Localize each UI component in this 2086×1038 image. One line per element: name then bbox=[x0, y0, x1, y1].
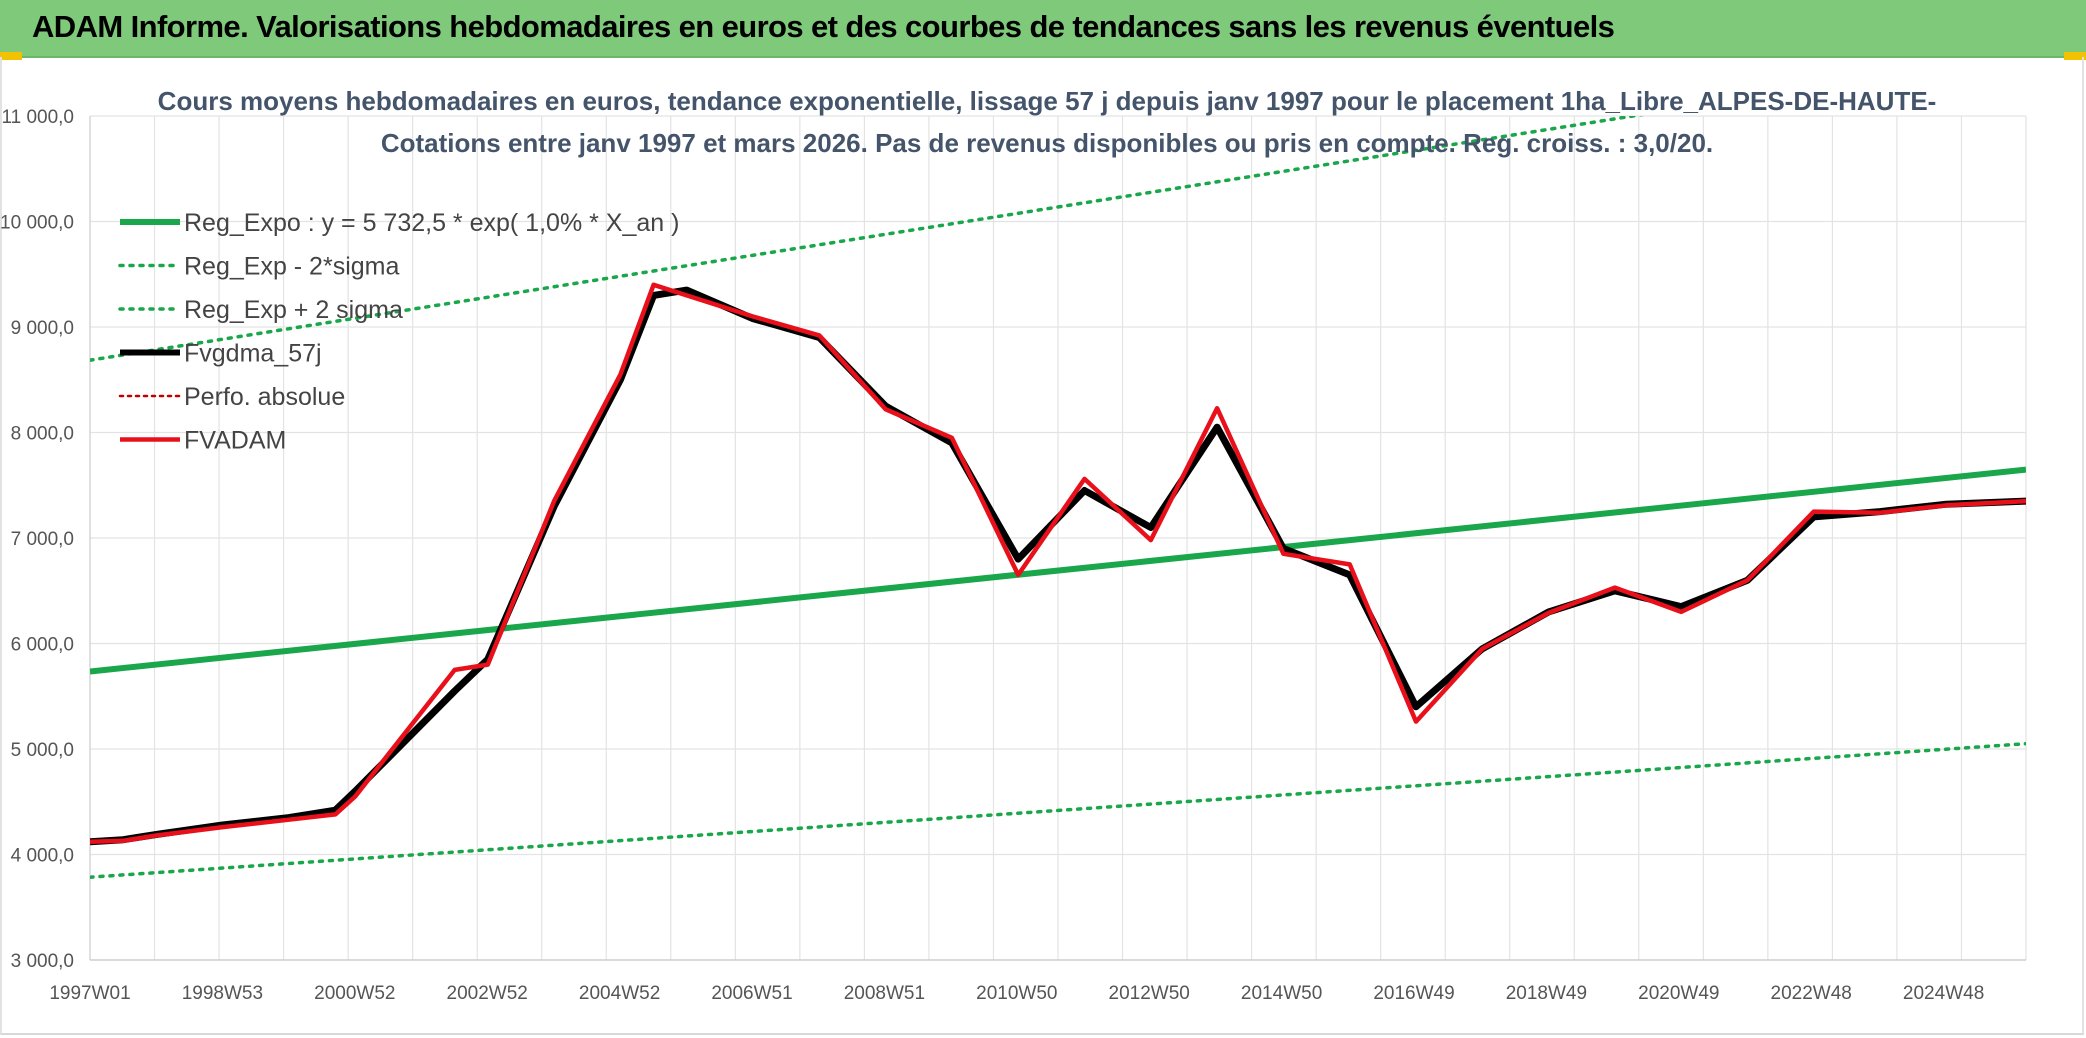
legend-label: Reg_Expo : y = 5 732,5 * exp( 1,0% * X_a… bbox=[184, 209, 679, 237]
x-tick-label: 2024W48 bbox=[1903, 983, 1984, 1004]
x-tick-label: 2020W49 bbox=[1638, 983, 1719, 1004]
y-tick-label: 11 000,0 bbox=[1, 107, 74, 128]
x-tick-label: 2022W48 bbox=[1771, 983, 1852, 1004]
y-tick-label: 10 000,0 bbox=[0, 213, 74, 234]
x-tick-label: 2006W51 bbox=[711, 983, 792, 1004]
x-tick-label: 2010W50 bbox=[976, 983, 1057, 1004]
x-tick-label: 2008W51 bbox=[844, 983, 925, 1004]
x-tick-label: 1997W01 bbox=[49, 983, 130, 1004]
series-line-1 bbox=[90, 741, 2026, 879]
series-layer bbox=[90, 116, 2026, 879]
y-tick-label: 6 000,0 bbox=[11, 635, 74, 656]
series-line-3 bbox=[90, 286, 2026, 846]
legend-label: Perfo. absolue bbox=[184, 383, 345, 411]
x-tick-label: 2018W49 bbox=[1506, 983, 1587, 1004]
report-title: ADAM Informe. Valorisations hebdomadaire… bbox=[32, 9, 1615, 44]
y-tick-label: 9 000,0 bbox=[11, 318, 74, 339]
x-tick-label: 2002W52 bbox=[447, 983, 528, 1004]
corner-mark-right bbox=[2064, 52, 2086, 60]
y-tick-label: 3 000,0 bbox=[11, 951, 74, 972]
x-tick-label: 2014W50 bbox=[1241, 983, 1322, 1004]
y-axis-ticks: 3 000,0 4 000,0 5 000,0 6 000,0 7 000,0 8 000… bbox=[0, 107, 74, 972]
x-tick-label: 2016W49 bbox=[1373, 983, 1454, 1004]
y-tick-label: 4 000,0 bbox=[11, 846, 74, 867]
y-tick-label: 7 000,0 bbox=[11, 529, 74, 550]
x-tick-label: 1998W53 bbox=[182, 983, 263, 1004]
legend-label: Reg_Exp - 2*sigma bbox=[184, 253, 399, 281]
chart-title: Cours moyens hebdomadaires en euros, ten… bbox=[158, 86, 1937, 116]
y-tick-label: 8 000,0 bbox=[11, 424, 74, 445]
grid-lines bbox=[89, 115, 2027, 961]
legend-label: Fvgdma_57j bbox=[184, 340, 322, 368]
chart-subtitle: Cotations entre janv 1997 et mars 2026. … bbox=[381, 128, 1713, 158]
report-banner: ADAM Informe. Valorisations hebdomadaire… bbox=[0, 0, 2086, 58]
x-tick-label: 2004W52 bbox=[579, 983, 660, 1004]
x-axis-ticks: 1997W01 1998W53 2000W52 2002W52 2004W52 2006W… bbox=[49, 983, 1984, 1004]
legend: Reg_Expo : y = 5 732,5 * exp( 1,0% * X_a… bbox=[118, 209, 679, 455]
series-line-2 bbox=[90, 116, 1645, 362]
legend-label: FVADAM bbox=[184, 427, 286, 455]
y-tick-label: 5 000,0 bbox=[11, 740, 74, 761]
x-tick-label: 2000W52 bbox=[314, 983, 395, 1004]
corner-mark-left bbox=[0, 52, 22, 60]
x-tick-label: 2012W50 bbox=[1109, 983, 1190, 1004]
series-line-5 bbox=[90, 282, 2026, 845]
chart-frame bbox=[0, 57, 2084, 1035]
series-line-0 bbox=[90, 466, 2026, 675]
legend-label: Reg_Exp + 2 sigma bbox=[184, 296, 403, 324]
